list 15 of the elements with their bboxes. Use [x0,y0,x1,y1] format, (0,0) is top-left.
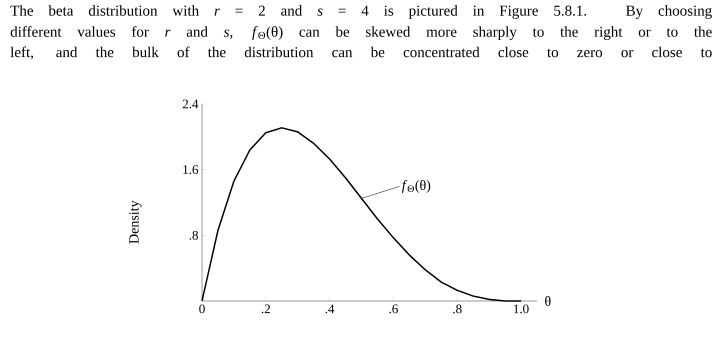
y-tick-label: 2.4 [182,100,198,108]
x-tick-label: .2 [262,304,270,314]
x-tick-label: 1.0 [514,304,529,314]
x-tick-label: .8 [453,304,462,314]
x-tick-label: .6 [389,304,398,314]
text: different values for r and s, f$_{Θ}$(θ) can be skewed more sharply to the right or to the [10,26,712,40]
x-tick-label: 0 [199,304,205,314]
x-tick-label: .4 [326,304,334,314]
y-tick-label: .8 [190,230,198,240]
text: left, and the bulk of the distribution can be concentrated close to zero or close to [10,46,712,60]
annotation: f$_{Θ}$(θ) [402,180,430,193]
x-axis-title: θ [545,296,551,306]
text: The beta distribution with r = 2 and s = 4 is pictured in Figure 5.8.1. By choosing [10,5,712,19]
y-axis-title: Density [129,200,142,244]
y-tick-label: 1.6 [183,165,198,174]
